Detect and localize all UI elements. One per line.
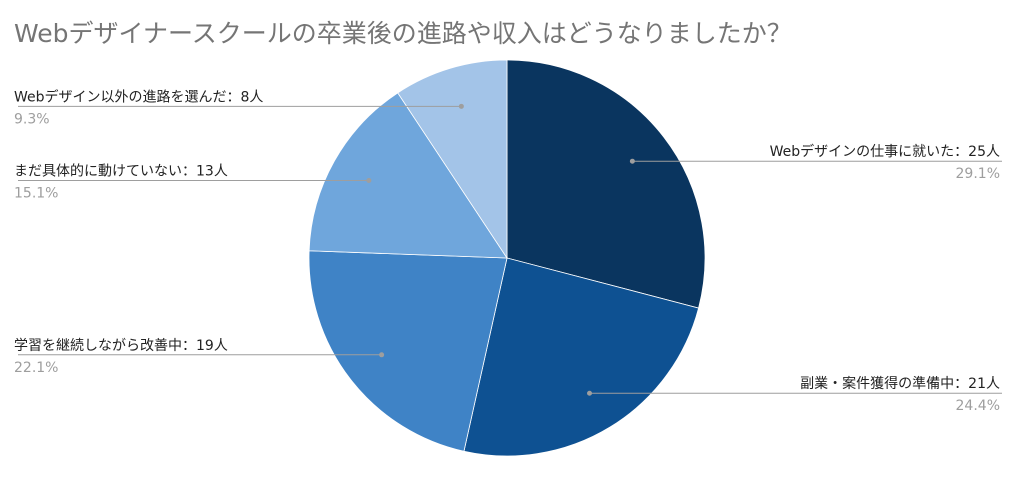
slice-label: まだ具体的に動けていない：13人 [14, 163, 228, 179]
pie-slice [308, 92, 508, 259]
pie-slice [506, 59, 706, 309]
pie-slices [308, 59, 706, 457]
slice-percent: 24.4% [956, 398, 1000, 414]
pie-slice [463, 257, 700, 457]
slice-percent: 9.3% [14, 111, 50, 127]
slice-percent: 15.1% [14, 185, 58, 201]
slice-label: 副業・案件獲得の準備中：21人 [800, 375, 1000, 392]
slice-percent: 29.1% [956, 166, 1000, 182]
leader-dot [587, 390, 593, 396]
pie-slice [308, 250, 508, 452]
slice-label: Webデザインの仕事に就いた：25人 [770, 143, 1000, 160]
pie-slice [397, 59, 508, 260]
chart-title: Webデザイナースクールの卒業後の進路や収入はどうなりましたか？ [14, 19, 792, 48]
slice-percent: 22.1% [14, 360, 58, 376]
slice-label: 学習を継続しながら改善中：19人 [14, 337, 228, 354]
leader-dot [458, 103, 464, 109]
leader-dot [379, 352, 385, 358]
leader-dot [366, 177, 372, 183]
slice-label: Webデザイン以外の進路を選んだ：8人 [14, 88, 263, 105]
pie-labels: Webデザインの仕事に就いた：25人 29.1% 副業・案件獲得の準備中：21人 24… [14, 88, 1002, 414]
leader-dot [629, 158, 635, 164]
